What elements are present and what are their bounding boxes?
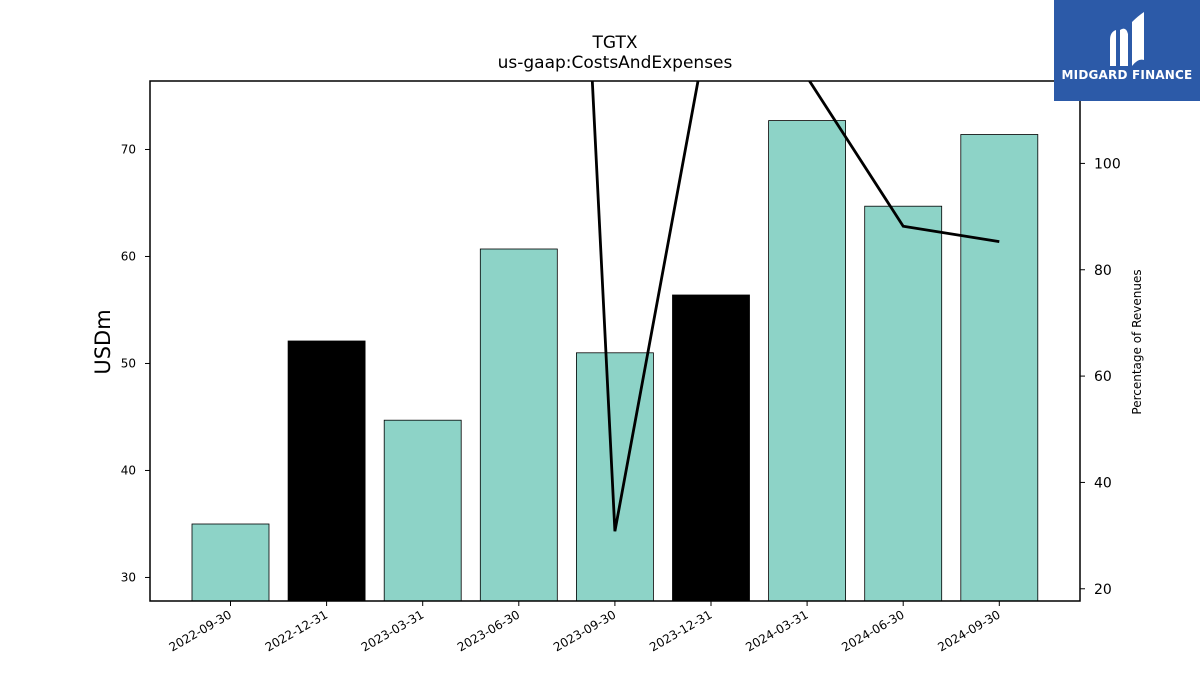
bar (960, 134, 1039, 602)
y2-axis-label: Percentage of Revenues (1130, 269, 1144, 414)
series-line (808, 81, 1000, 243)
y-axis-label: USDm (91, 309, 115, 374)
x-tick-label: 2023-09-30 (551, 607, 618, 654)
logo-text: MIDGARD FINANCE (1061, 68, 1193, 82)
bar (479, 248, 558, 602)
bar (191, 523, 270, 602)
chart-title: TGTX (592, 33, 638, 53)
x-tick-label: 2023-03-31 (359, 607, 426, 654)
bar (768, 120, 846, 602)
x-tick-label: 2022-12-31 (263, 607, 330, 654)
bar (287, 340, 366, 602)
logo-mark-icon (1110, 12, 1144, 67)
y2-tick-label: 40 (1094, 475, 1112, 491)
x-tick-label: 2023-06-30 (455, 607, 522, 654)
y2-tick-label: 60 (1094, 369, 1112, 385)
x-tick-label: 2022-09-30 (167, 607, 234, 654)
y-tick-label: 40 (121, 463, 136, 477)
bar (864, 205, 943, 602)
chart-subtitle: us-gaap:CostsAndExpenses (498, 53, 733, 73)
y2-tick-label: 20 (1094, 582, 1112, 598)
x-tick-label: 2024-03-31 (743, 607, 810, 654)
x-tick-label: 2023-12-31 (647, 607, 714, 654)
x-tick-label: 2024-09-30 (935, 607, 1002, 654)
bar (383, 419, 462, 602)
y2-tick-label: 80 (1094, 263, 1112, 279)
x-tick-label: 2024-06-30 (839, 607, 906, 654)
y2-tick-label: 100 (1094, 156, 1121, 172)
bar (672, 294, 750, 602)
series-line (590, 81, 700, 532)
y-tick-label: 30 (121, 570, 136, 584)
midgard-finance-logo: MIDGARD FINANCE (1054, 0, 1200, 101)
y-tick-label: 50 (121, 356, 136, 370)
y-tick-label: 70 (121, 142, 136, 156)
y-tick-label: 60 (121, 249, 136, 263)
